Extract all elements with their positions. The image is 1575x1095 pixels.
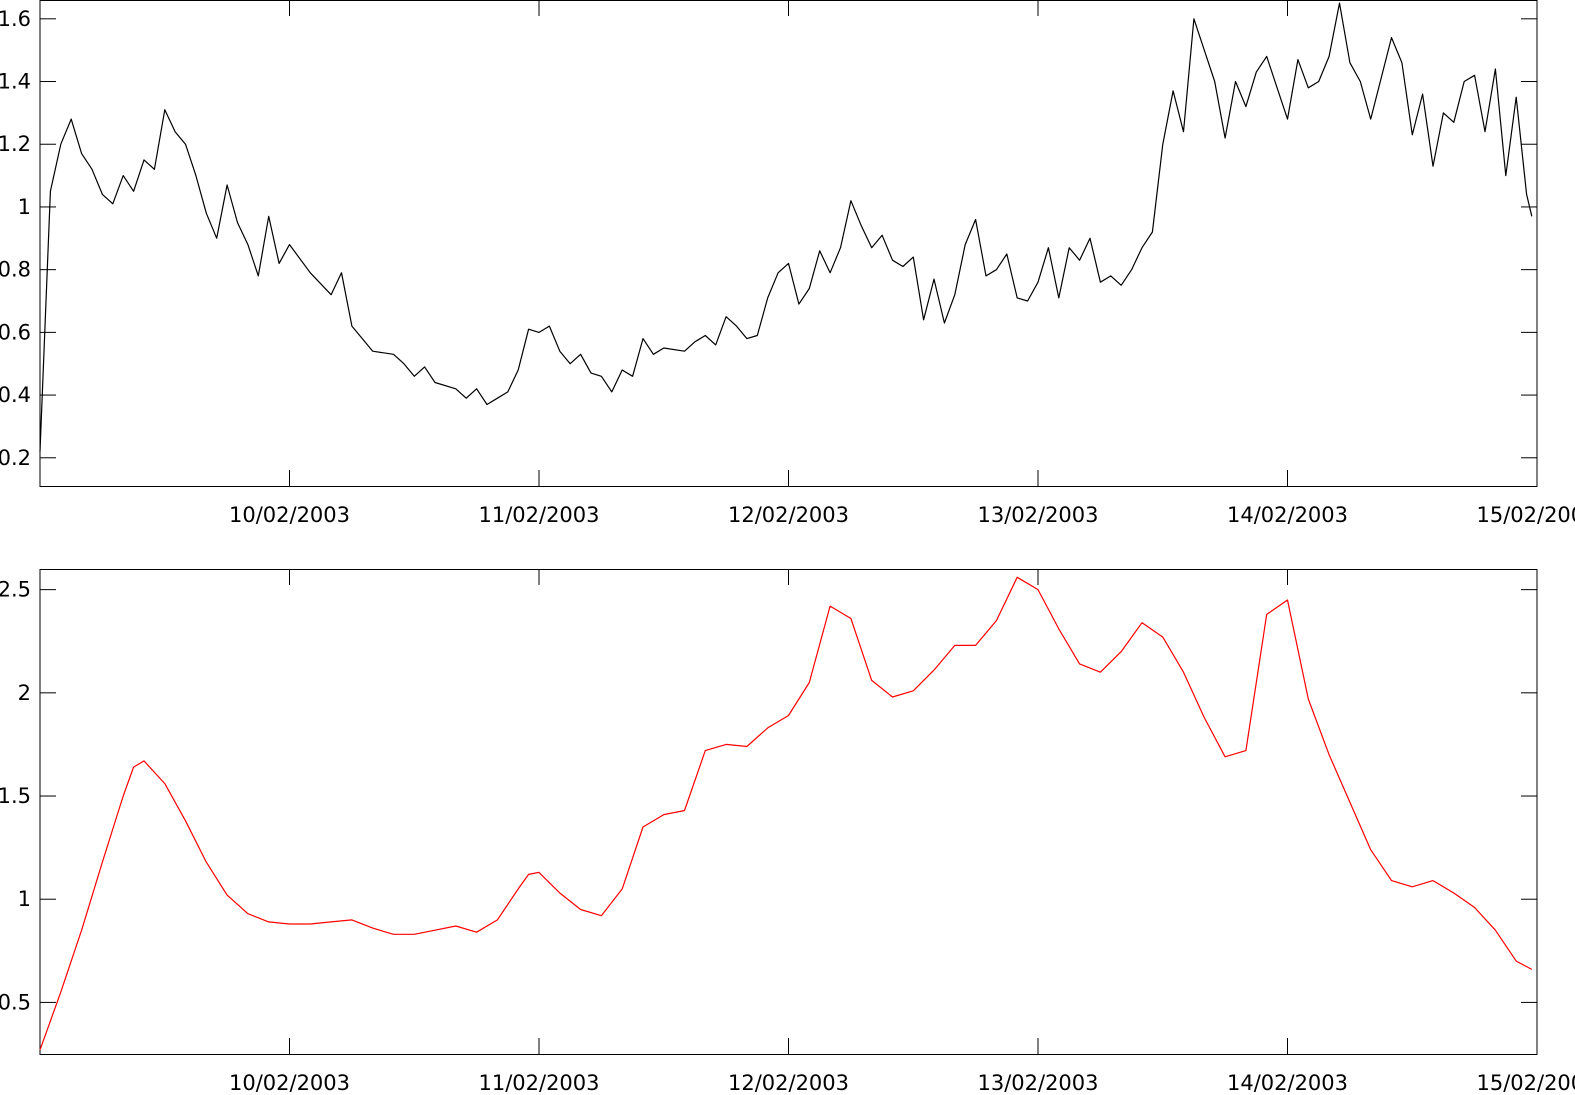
y-tick-label: 1.4 (0, 70, 31, 94)
y-tick-label: 0.2 (0, 446, 31, 470)
top-chart-panel: 0.2 0.4 0.6 0.8 1 1.2 1.4 1.6 10/02/2003 11/02/20… (0, 0, 1575, 527)
x-tick-label: 11/02/2003 (478, 1071, 599, 1095)
x-tick-label: 13/02/2003 (977, 1071, 1098, 1095)
x-tick-label: 11/02/2003 (478, 503, 599, 527)
y-tick-label: 1.5 (0, 784, 31, 808)
y-tick-label: 1 (18, 195, 31, 219)
y-tick-label: 0.5 (0, 990, 31, 1014)
x-tick-label: 10/02/2003 (229, 503, 350, 527)
x-tick-label: 14/02/2003 (1227, 503, 1348, 527)
y-tick-label: 1.2 (0, 132, 31, 156)
y-tick-label: 2 (18, 681, 31, 705)
x-tick-label: 13/02/2003 (977, 503, 1098, 527)
y-tick-label: 0.4 (0, 383, 31, 407)
x-tick-label: 14/02/2003 (1227, 1071, 1348, 1095)
x-tick-label: 12/02/2003 (728, 503, 849, 527)
y-tick-label: 1 (18, 887, 31, 911)
y-tick-label: 0.6 (0, 320, 31, 344)
x-tick-label: 15/02/2003 (1476, 1071, 1575, 1095)
y-tick-label: 0.8 (0, 258, 31, 282)
x-tick-label: 12/02/2003 (728, 1071, 849, 1095)
y-tick-label: 1.6 (0, 7, 31, 31)
x-tick-label: 10/02/2003 (229, 1071, 350, 1095)
series-line (40, 577, 1532, 1050)
series-line (40, 3, 1532, 451)
bottom-chart-panel: 0.5 1 1.5 2 2.5 10/02/2003 11/02/2003 12/02/200… (0, 569, 1575, 1095)
x-tick-label: 15/02/2003 (1476, 503, 1575, 527)
plot-frame (40, 570, 1537, 1055)
y-tick-label: 2.5 (0, 578, 31, 602)
